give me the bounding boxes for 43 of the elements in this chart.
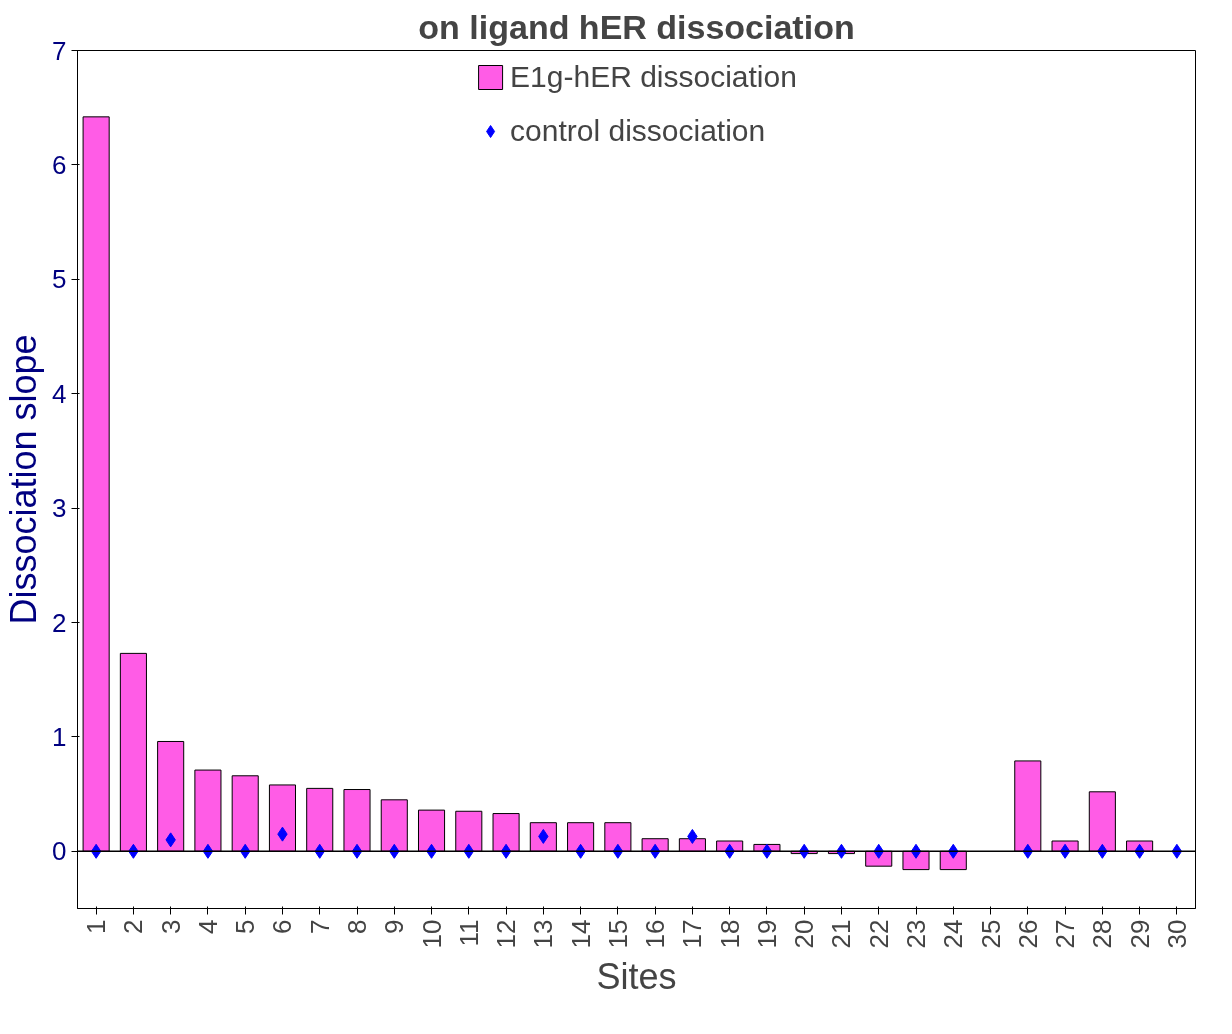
x-tick-label: 24	[938, 919, 969, 949]
y-tick-label: 4	[52, 378, 67, 409]
x-tick-label: 16	[640, 919, 671, 949]
x-tick-label: 22	[863, 919, 894, 949]
x-tick-label: 25	[975, 919, 1006, 949]
x-tick-label: 10	[416, 919, 447, 949]
x-tick-label: 26	[1012, 919, 1043, 949]
x-tick-label: 15	[602, 919, 633, 949]
x-tick-label: 28	[1087, 919, 1118, 949]
x-tick-label: 14	[565, 919, 596, 949]
y-axis-title: Dissociation slope	[3, 334, 45, 625]
chart-title: on ligand hER dissociation	[418, 7, 855, 46]
y-tick-label: 1	[52, 721, 67, 752]
x-tick-label: 2	[118, 919, 149, 934]
x-tick-label: 8	[342, 919, 372, 934]
legend-label: E1g-hER dissociation	[510, 60, 797, 94]
x-tick-label: 23	[901, 919, 931, 949]
legend-label: control dissociation	[510, 114, 766, 148]
x-tick-label: 20	[789, 919, 820, 949]
y-tick-label: 0	[52, 836, 67, 867]
x-tick-label: 21	[826, 919, 857, 949]
x-tick-label: 19	[751, 919, 782, 949]
x-tick-label: 12	[491, 919, 522, 949]
x-tick-label: 4	[192, 919, 223, 934]
x-tick-label: 17	[677, 919, 708, 949]
x-tick-label: 6	[267, 919, 298, 934]
x-tick-label: 27	[1050, 919, 1081, 949]
y-tick-label: 2	[52, 607, 67, 638]
x-tick-label: 7	[304, 919, 335, 934]
x-tick-label: 1	[81, 919, 112, 934]
y-tick-label: 5	[52, 264, 67, 295]
x-tick-label: 9	[379, 919, 410, 934]
x-axis-title: Sites	[596, 956, 677, 998]
x-tick-label: 30	[1161, 919, 1192, 949]
x-tick-label: 18	[714, 919, 745, 949]
x-tick-label: 29	[1124, 919, 1155, 949]
y-tick-label: 6	[52, 149, 67, 180]
y-tick-label: 3	[52, 493, 67, 524]
y-tick-label: 7	[52, 35, 67, 66]
x-tick-label: 13	[528, 919, 559, 949]
x-tick-label: 11	[453, 919, 484, 947]
x-tick-label: 3	[155, 919, 186, 934]
x-tick-label: 5	[230, 919, 261, 934]
